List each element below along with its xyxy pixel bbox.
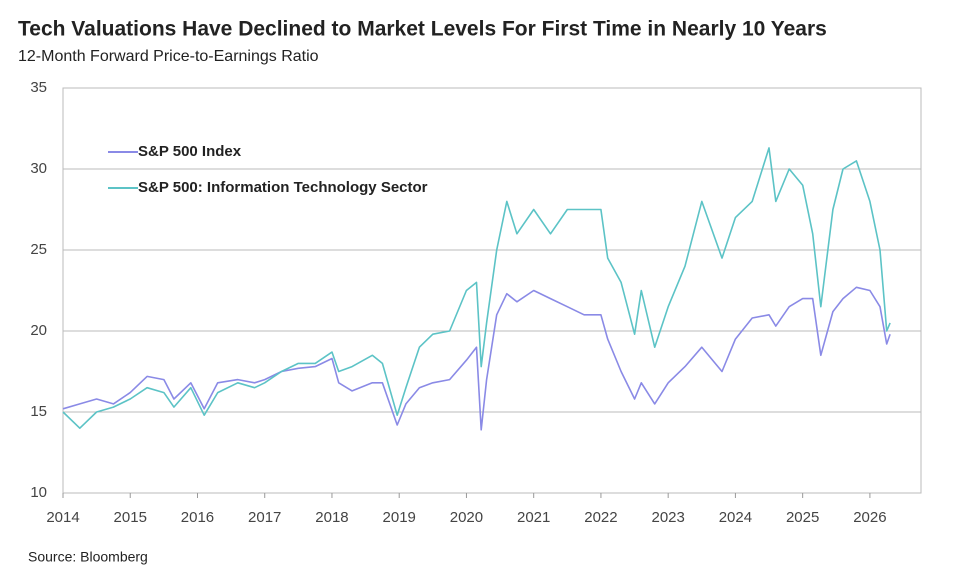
x-tick-label: 2014: [46, 509, 79, 526]
y-tick-label: 20: [30, 322, 47, 339]
x-tick-label: 2024: [719, 509, 752, 526]
y-tick-label: 30: [30, 160, 47, 177]
x-tick-label: 2020: [450, 509, 483, 526]
source: Source: Bloomberg: [28, 549, 148, 565]
chart-title: Tech Valuations Have Declined to Market …: [18, 18, 827, 41]
series-line: [62, 147, 891, 429]
chart-subtitle: 12-Month Forward Price-to-Earnings Ratio: [18, 48, 319, 65]
x-tick-label: 2026: [853, 509, 886, 526]
y-tick-label: 10: [30, 484, 47, 501]
y-tick-label: 35: [30, 79, 47, 96]
series-line: [62, 286, 891, 431]
legend-label: S&P 500: Information Technology Sector: [138, 179, 428, 196]
x-tick-label: 2018: [315, 509, 348, 526]
x-tick-label: 2019: [383, 509, 416, 526]
x-tick-label: 2023: [651, 509, 684, 526]
x-tick-label: 2021: [517, 509, 550, 526]
x-tick-label: 2016: [181, 509, 214, 526]
x-tick-label: 2022: [584, 509, 617, 526]
x-tick-label: 2017: [248, 509, 281, 526]
y-tick-label: 15: [30, 403, 47, 420]
legend-label: S&P 500 Index: [138, 143, 242, 160]
x-tick-label: 2025: [786, 509, 819, 526]
y-tick-label: 25: [30, 241, 47, 258]
x-tick-label: 2015: [114, 509, 147, 526]
